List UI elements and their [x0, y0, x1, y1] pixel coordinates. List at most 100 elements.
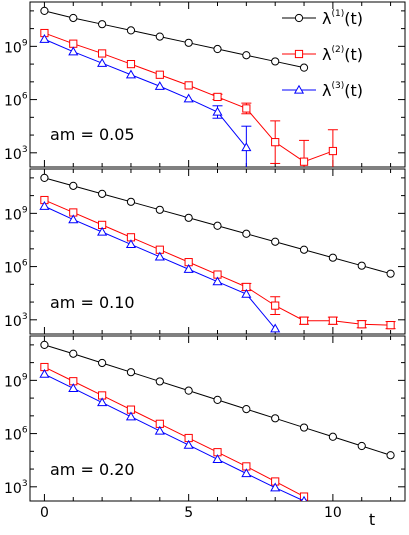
- data-point: [97, 58, 108, 67]
- data-point: [183, 439, 194, 449]
- data-point: [299, 316, 309, 325]
- data-point: [242, 404, 251, 414]
- legend-entry: λ(1)(t): [322, 9, 363, 28]
- data-point: [184, 386, 193, 395]
- series-line: [44, 10, 305, 69]
- x-tick-label: 5: [184, 505, 193, 521]
- data-point: [98, 189, 107, 198]
- data-point: [386, 321, 395, 330]
- data-point: [39, 368, 50, 378]
- y-tick-label: 103: [4, 312, 28, 330]
- legend-marker: [293, 84, 305, 94]
- series-3-panel-2: [39, 201, 281, 333]
- x-tick-label: 10: [324, 505, 342, 521]
- data-point: [154, 81, 165, 90]
- series-3-panel-3: [39, 368, 308, 501]
- data-point: [328, 432, 337, 441]
- data-point: [241, 468, 252, 478]
- data-point: [126, 368, 136, 377]
- data-point: [357, 261, 366, 270]
- series-3-panel-1: [39, 34, 252, 167]
- y-tick-label: 109: [4, 205, 28, 223]
- data-point: [98, 49, 107, 58]
- series-line: [44, 373, 305, 501]
- data-point: [98, 20, 107, 29]
- data-point: [212, 276, 223, 286]
- series-line: [44, 366, 305, 498]
- y-tick-label: 103: [4, 479, 28, 497]
- data-point: [271, 237, 280, 246]
- data-point: [299, 157, 309, 166]
- y-tick-label: 106: [4, 259, 28, 277]
- data-point: [69, 39, 78, 48]
- data-point: [97, 397, 108, 407]
- data-point: [126, 26, 136, 35]
- panel-label: am = 0.05: [50, 125, 135, 144]
- data-point: [242, 104, 251, 113]
- data-point: [69, 181, 78, 190]
- data-point: [125, 411, 137, 421]
- data-point: [68, 46, 79, 56]
- data-point: [213, 92, 222, 102]
- series-1-panel-2: [40, 173, 395, 278]
- data-point: [271, 138, 280, 147]
- series-line: [44, 38, 247, 148]
- data-point: [212, 106, 223, 116]
- series-2-panel-1: [40, 28, 338, 167]
- data-point: [299, 245, 309, 254]
- y-tick-label: 106: [4, 92, 28, 110]
- x-tick-label: 0: [40, 505, 49, 521]
- data-point: [386, 269, 395, 278]
- data-point: [328, 146, 337, 156]
- panel-label: am = 0.10: [50, 293, 135, 312]
- y-tick-label: 109: [4, 38, 28, 56]
- data-point: [328, 316, 337, 325]
- data-point: [357, 441, 366, 451]
- data-point: [386, 451, 395, 460]
- data-point: [357, 320, 366, 329]
- data-point: [271, 57, 280, 66]
- x-axis-title: t: [369, 510, 375, 529]
- data-point: [183, 264, 194, 273]
- legend-marker: [294, 49, 304, 59]
- data-point: [242, 51, 251, 60]
- series-1-panel-1: [40, 6, 309, 72]
- data-point: [69, 13, 78, 23]
- data-point: [125, 69, 137, 79]
- legend-entry: λ(3)(t): [322, 81, 363, 100]
- data-point: [155, 32, 164, 41]
- data-point: [40, 340, 49, 349]
- data-point: [242, 229, 251, 238]
- data-point: [270, 323, 281, 333]
- data-point: [68, 383, 79, 392]
- data-point: [39, 201, 50, 210]
- data-point: [271, 301, 280, 310]
- data-point: [183, 93, 194, 103]
- data-point: [184, 213, 193, 222]
- data-point: [155, 205, 164, 214]
- y-tick-label: 103: [4, 145, 28, 163]
- data-point: [299, 63, 309, 72]
- data-point: [213, 395, 222, 404]
- data-point: [184, 81, 193, 90]
- data-point: [212, 454, 223, 463]
- y-tick-label: 109: [4, 372, 28, 390]
- panel-label: am = 0.20: [50, 460, 135, 479]
- data-point: [213, 44, 222, 54]
- data-point: [213, 221, 222, 230]
- data-point: [270, 482, 281, 492]
- data-point: [126, 197, 136, 206]
- data-point: [69, 349, 78, 358]
- data-point: [40, 173, 49, 182]
- data-point: [301, 495, 308, 501]
- data-point: [154, 425, 165, 435]
- data-point: [299, 423, 309, 432]
- data-point: [68, 214, 79, 224]
- data-point: [155, 377, 164, 386]
- legend-marker: [294, 13, 304, 23]
- data-point: [39, 34, 50, 43]
- data-point: [271, 414, 280, 423]
- data-point: [241, 288, 252, 298]
